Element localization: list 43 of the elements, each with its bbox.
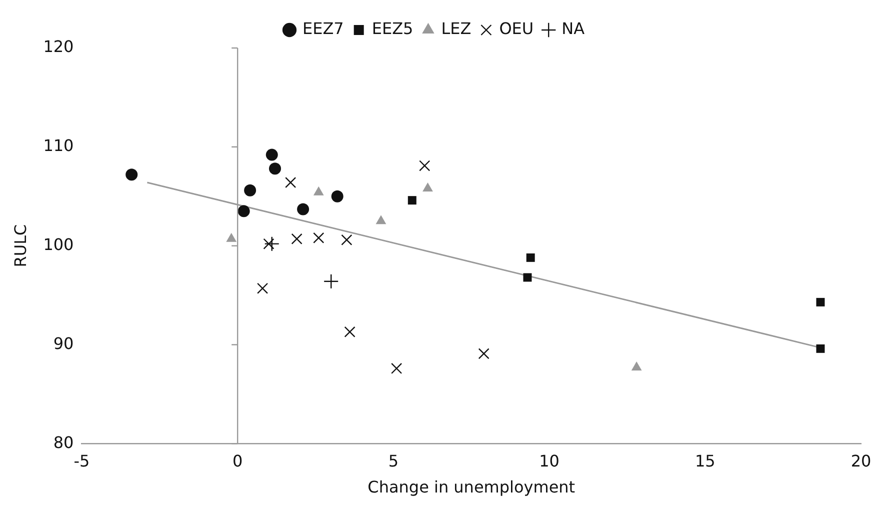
x-tick-label: 5	[388, 451, 399, 470]
point	[285, 176, 296, 188]
legend-label: EEZ5	[372, 19, 414, 38]
point	[244, 184, 256, 196]
x-tick-label: 15	[694, 451, 716, 470]
point	[126, 168, 138, 181]
point	[264, 236, 280, 252]
point	[324, 274, 339, 290]
y-axis-title: RULC	[10, 224, 30, 268]
point	[419, 160, 430, 172]
point	[291, 233, 302, 244]
point	[408, 196, 416, 205]
y-tick-label: 90	[53, 334, 74, 353]
x-tick-label: -5	[74, 451, 90, 470]
point	[816, 298, 825, 306]
point	[478, 348, 490, 360]
point	[376, 215, 386, 224]
point	[297, 203, 310, 216]
point	[344, 326, 356, 338]
y-tick-label: 100	[43, 234, 74, 254]
y-tick-label: 80	[53, 432, 74, 452]
point	[816, 344, 825, 353]
point	[331, 190, 344, 202]
point	[238, 205, 250, 218]
legend-label: NA	[562, 19, 585, 38]
point	[526, 253, 535, 262]
point	[256, 282, 268, 294]
legend-label: LEZ	[441, 19, 472, 38]
point	[313, 232, 324, 244]
y-tick-label: 110	[43, 136, 74, 156]
x-tick-label: 0	[232, 451, 243, 470]
legend-label: EEZ7	[302, 19, 344, 38]
point	[391, 362, 402, 374]
point	[341, 234, 352, 246]
x-tick-label: 10	[539, 451, 560, 470]
x-axis-title: Change in unemployment	[368, 478, 576, 497]
legend-label: OEU	[499, 19, 534, 38]
x-tick-label: 20	[850, 451, 872, 470]
point	[268, 162, 281, 175]
y-tick-label: 120	[43, 37, 74, 56]
point	[523, 273, 532, 282]
point	[263, 238, 274, 250]
point	[266, 148, 278, 161]
